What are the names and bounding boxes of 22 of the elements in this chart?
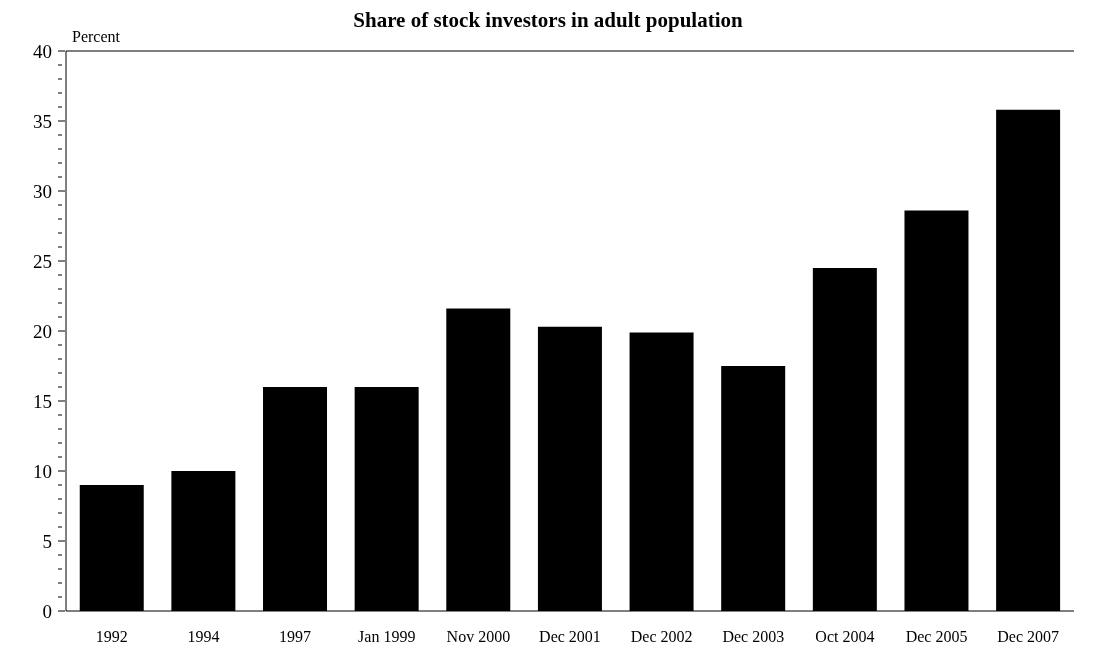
- y-tick-label: 30: [33, 180, 52, 202]
- x-tick-label: Dec 2007: [997, 628, 1060, 646]
- x-tick-label: Nov 2000: [446, 628, 511, 646]
- y-tick-label: 20: [33, 320, 52, 342]
- x-tick-label: Dec 2002: [630, 628, 693, 646]
- y-axis-title: Percent: [72, 28, 120, 46]
- x-tick-label: 1997: [279, 628, 312, 646]
- x-tick-label: Dec 2005: [905, 628, 968, 646]
- y-tick-label: 15: [33, 390, 52, 412]
- x-tick-label: Dec 2001: [539, 628, 601, 646]
- x-tick-label: Jan 1999: [358, 628, 416, 646]
- x-tick-label: 1992: [95, 628, 128, 646]
- x-tick-label: 1994: [187, 628, 220, 646]
- x-tick-label: Dec 2003: [722, 628, 785, 646]
- x-tick-label: Oct 2004: [815, 628, 875, 646]
- y-tick-label: 35: [33, 110, 52, 132]
- y-tick-label: 40: [33, 40, 52, 62]
- y-tick-label: 0: [42, 600, 52, 622]
- y-tick-label: 5: [42, 530, 52, 552]
- y-tick-label: 25: [33, 250, 52, 272]
- chart-title: Share of stock investors in adult population: [353, 8, 743, 32]
- y-tick-label: 10: [33, 460, 52, 482]
